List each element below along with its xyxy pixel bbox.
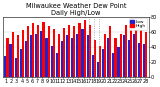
Bar xyxy=(68,25,70,77)
Bar xyxy=(130,28,132,77)
Bar xyxy=(20,49,22,77)
Bar xyxy=(97,62,99,77)
Bar xyxy=(22,30,24,77)
Bar xyxy=(61,41,63,77)
Bar xyxy=(102,49,104,77)
Bar xyxy=(143,44,145,77)
Bar xyxy=(58,34,60,77)
Bar xyxy=(84,20,86,77)
Bar xyxy=(81,29,84,77)
Bar xyxy=(45,38,48,77)
Bar xyxy=(51,46,53,77)
Bar xyxy=(6,38,8,77)
Bar xyxy=(120,34,122,77)
Bar xyxy=(128,40,130,77)
Bar xyxy=(123,35,125,77)
Bar xyxy=(73,26,75,77)
Bar xyxy=(138,43,140,77)
Bar xyxy=(125,25,127,77)
Bar xyxy=(27,26,29,77)
Bar xyxy=(32,23,34,77)
Bar xyxy=(78,23,81,77)
Bar xyxy=(56,53,58,77)
Bar xyxy=(71,38,73,77)
Bar xyxy=(53,29,55,77)
Bar xyxy=(94,40,96,77)
Bar xyxy=(92,55,94,77)
Bar xyxy=(76,34,78,77)
Bar xyxy=(104,34,106,77)
Bar xyxy=(25,41,27,77)
Title: Milwaukee Weather Dew Point
Daily High/Low: Milwaukee Weather Dew Point Daily High/L… xyxy=(26,3,126,16)
Bar xyxy=(15,58,17,77)
Bar xyxy=(42,22,44,77)
Bar xyxy=(12,32,14,77)
Bar xyxy=(87,35,89,77)
Bar xyxy=(17,35,19,77)
Bar xyxy=(89,25,91,77)
Bar xyxy=(117,47,120,77)
Bar xyxy=(4,56,6,77)
Bar xyxy=(63,28,65,77)
Bar xyxy=(40,31,42,77)
Bar xyxy=(35,34,37,77)
Bar xyxy=(114,38,117,77)
Bar xyxy=(9,44,12,77)
Bar xyxy=(112,53,114,77)
Bar xyxy=(48,26,50,77)
Bar xyxy=(140,30,142,77)
Legend: Low, High: Low, High xyxy=(129,18,147,30)
Bar xyxy=(37,25,39,77)
Bar xyxy=(66,35,68,77)
Bar xyxy=(109,26,111,77)
Bar xyxy=(99,46,101,77)
Bar xyxy=(133,34,135,77)
Bar xyxy=(30,35,32,77)
Bar xyxy=(135,23,137,77)
Bar xyxy=(145,32,148,77)
Bar xyxy=(107,38,109,77)
